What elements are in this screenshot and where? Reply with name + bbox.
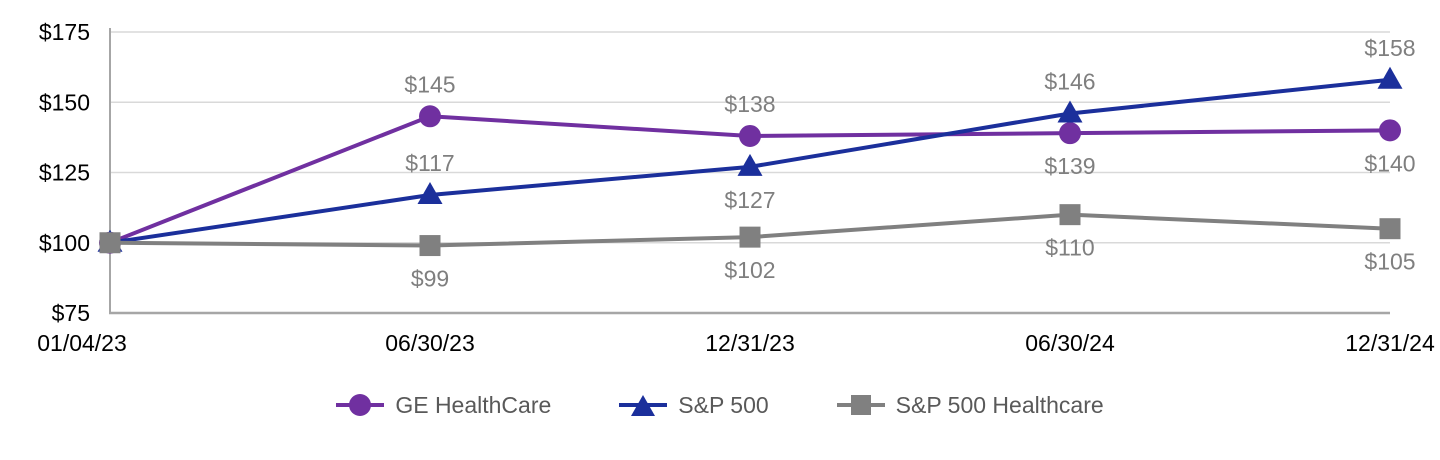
y-tick-label: $75: [52, 300, 90, 326]
legend-label-ge-healthcare: GE HealthCare: [395, 392, 552, 418]
marker-circle-ge-healthcare: [1059, 122, 1081, 145]
marker-square-s-p-500-healthcare: [99, 232, 121, 254]
marker-triangle-s-p-500: [1377, 66, 1403, 89]
y-tick-label: $100: [39, 230, 90, 256]
square-marker-icon: [836, 392, 885, 418]
point-label-ge-healthcare: $139: [1044, 153, 1095, 179]
point-label-ge-healthcare: $138: [724, 91, 775, 117]
point-label-s-p-500: $117: [405, 150, 454, 176]
triangle-marker-icon: [619, 392, 668, 418]
point-label-ge-healthcare: $140: [1364, 150, 1415, 176]
point-label-s-p-500: $127: [724, 187, 775, 213]
legend-shape-triangle: [631, 394, 656, 416]
marker-triangle-s-p-500: [417, 181, 443, 204]
point-label-s-p-500: $146: [1044, 68, 1095, 94]
legend-label-s-p-500: S&P 500: [678, 392, 769, 418]
legend-item-s-p-500-healthcare: S&P 500 Healthcare: [836, 392, 1104, 418]
y-tick-label: $175: [39, 19, 90, 45]
marker-square-s-p-500-healthcare: [739, 226, 761, 248]
point-label-s-p-500-healthcare: $102: [724, 257, 775, 283]
marker-circle-ge-healthcare: [1379, 119, 1401, 142]
point-label-s-p-500-healthcare: $110: [1045, 235, 1094, 261]
point-label-s-p-500-healthcare: $99: [411, 266, 449, 292]
circle-marker-icon: [336, 392, 385, 418]
marker-circle-ge-healthcare: [739, 124, 761, 147]
performance-line-chart: $175 $150 $125 $100 $75 01/04/23 06/30/23 12/31…: [37, 19, 1435, 356]
x-tick-label: 12/31/23: [705, 330, 795, 356]
point-label-s-p-500-healthcare: $105: [1364, 249, 1415, 275]
x-tick-label: 12/31/24: [1345, 330, 1435, 356]
point-label-ge-healthcare: $145: [404, 71, 455, 97]
legend-item-s-p-500: S&P 500: [619, 392, 769, 418]
point-label-s-p-500: $158: [1364, 35, 1415, 61]
marker-circle-ge-healthcare: [419, 105, 441, 128]
legend-item-ge-healthcare: GE HealthCare: [336, 392, 551, 418]
legend-shape-circle: [349, 394, 372, 416]
marker-square-s-p-500-healthcare: [1379, 218, 1401, 240]
chart-legend: GE HealthCare S&P 500 S&P 500 Healthcare: [0, 392, 1440, 418]
x-tick-label: 06/30/23: [385, 330, 475, 356]
y-tick-label: $150: [39, 89, 90, 115]
marker-triangle-s-p-500: [1057, 100, 1083, 123]
legend-label-s-p-500-healthcare: S&P 500 Healthcare: [895, 392, 1104, 418]
marker-triangle-s-p-500: [737, 153, 763, 176]
legend-shape-square: [850, 395, 871, 415]
x-tick-label: 06/30/24: [1025, 330, 1115, 356]
y-tick-label: $125: [39, 160, 90, 186]
marker-square-s-p-500-healthcare: [1059, 204, 1081, 226]
marker-square-s-p-500-healthcare: [419, 235, 441, 257]
x-tick-label: 01/04/23: [37, 330, 127, 356]
